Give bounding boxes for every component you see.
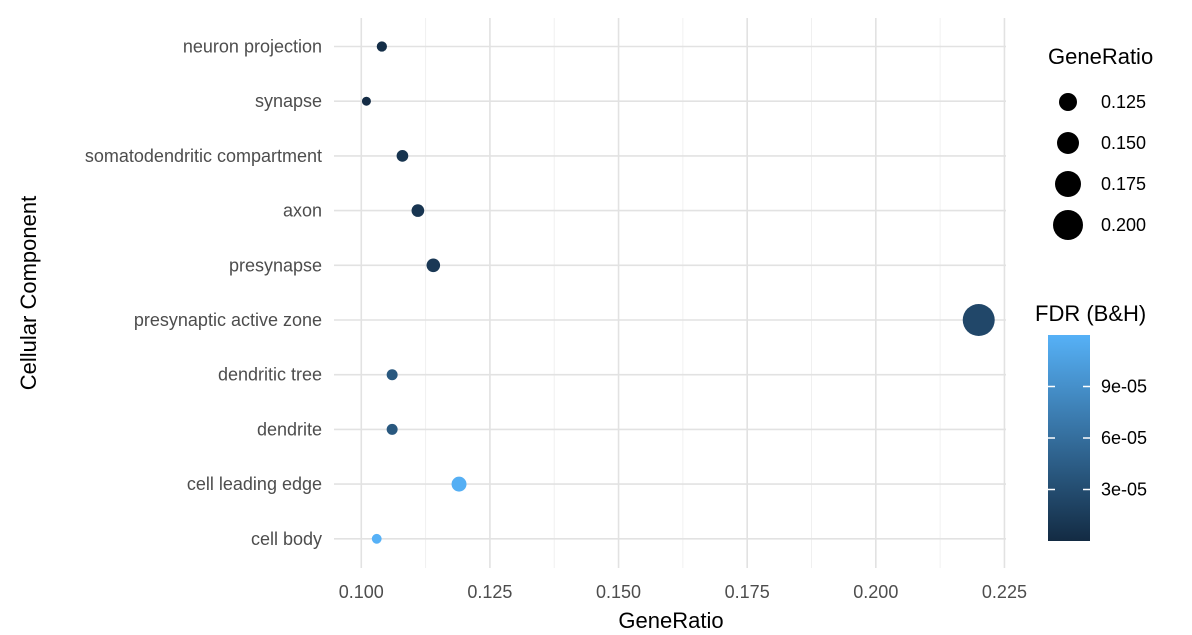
size-legend-label: 0.200	[1101, 215, 1146, 235]
data-point	[411, 204, 425, 217]
y-tick-label: somatodendritic compartment	[85, 146, 322, 166]
data-point	[396, 150, 409, 162]
color-legend-title: FDR (B&H)	[1035, 301, 1146, 326]
data-point	[426, 258, 441, 273]
x-tick-label: 0.125	[467, 582, 512, 602]
size-legend: GeneRatio 0.125 0.150 0.175 0.200	[1048, 44, 1153, 240]
y-tick-label: axon	[283, 201, 322, 221]
color-legend-label: 3e-05	[1101, 480, 1147, 500]
x-axis-title: GeneRatio	[618, 608, 723, 633]
size-legend-key	[1053, 210, 1083, 240]
x-tick-label: 0.100	[339, 582, 384, 602]
size-legend-label: 0.150	[1101, 133, 1146, 153]
color-legend-label: 9e-05	[1101, 377, 1147, 397]
size-legend-title: GeneRatio	[1048, 44, 1153, 69]
x-tick-label: 0.150	[596, 582, 641, 602]
size-legend-key	[1055, 171, 1081, 197]
x-tick-label: 0.200	[853, 582, 898, 602]
size-legend-label: 0.125	[1101, 92, 1146, 112]
size-legend-key	[1057, 132, 1079, 154]
y-tick-label: dendritic tree	[218, 365, 322, 385]
data-point	[376, 41, 387, 52]
size-legend-items: 0.125 0.150 0.175 0.200	[1053, 92, 1146, 240]
y-tick-label: synapse	[255, 91, 322, 111]
y-tick-label: dendrite	[257, 419, 322, 439]
y-tick-label: neuron projection	[183, 37, 322, 57]
size-legend-label: 0.175	[1101, 174, 1146, 194]
data-points	[361, 41, 995, 544]
color-legend-ticks: 3e-05 6e-05 9e-05	[1048, 377, 1147, 500]
data-point	[361, 96, 371, 106]
plot-grid	[334, 18, 1006, 568]
data-point	[451, 476, 467, 492]
data-point	[962, 304, 995, 336]
y-tick-label: cell leading edge	[187, 474, 322, 494]
y-axis-title: Cellular Component	[16, 196, 41, 390]
x-tick-label: 0.225	[982, 582, 1027, 602]
color-legend: FDR (B&H) 3e-05 6e-05 9e-05	[1035, 301, 1147, 541]
x-tick-label: 0.175	[725, 582, 770, 602]
x-axis-tick-labels: 0.100 0.125 0.150 0.175 0.200 0.225	[339, 582, 1027, 602]
data-point	[371, 533, 382, 544]
data-point	[386, 423, 398, 435]
size-legend-key	[1059, 93, 1077, 111]
y-tick-label: cell body	[251, 529, 322, 549]
y-tick-label: presynaptic active zone	[134, 310, 322, 330]
y-tick-label: presynapse	[229, 255, 322, 275]
color-legend-label: 6e-05	[1101, 428, 1147, 448]
data-point	[386, 369, 398, 381]
y-axis-tick-labels: neuron projection synapse somatodendritic …	[85, 37, 322, 549]
